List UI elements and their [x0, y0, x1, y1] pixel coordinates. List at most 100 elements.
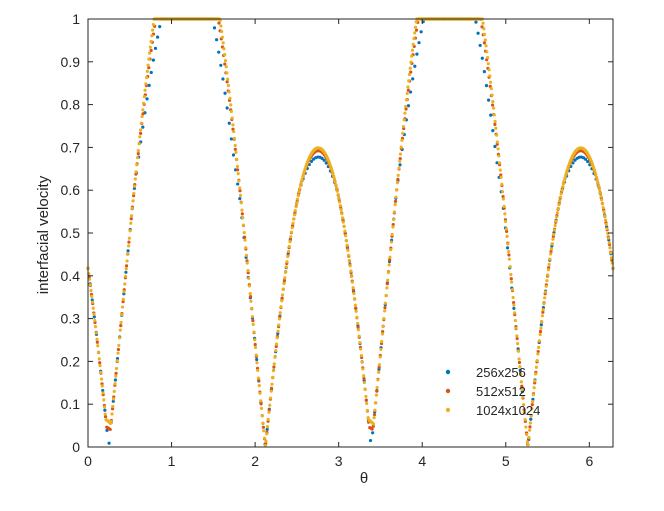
- data-point: [377, 370, 381, 374]
- data-point: [484, 84, 489, 88]
- data-point: [485, 50, 489, 54]
- data-point: [385, 282, 389, 286]
- data-point: [142, 95, 146, 99]
- data-point: [491, 106, 496, 110]
- data-point: [236, 172, 240, 176]
- data-point: [398, 157, 402, 161]
- data-point: [266, 417, 270, 422]
- data-point: [146, 63, 150, 67]
- data-point: [411, 42, 415, 46]
- data-point: [384, 293, 388, 298]
- data-point: [541, 308, 545, 312]
- data-point: [103, 408, 107, 412]
- data-point: [265, 425, 270, 429]
- data-point: [254, 353, 258, 357]
- data-point: [235, 164, 240, 169]
- data-point: [562, 179, 566, 183]
- data-point: [561, 185, 565, 189]
- data-point: [374, 393, 379, 397]
- data-point: [413, 31, 417, 35]
- data-point: [124, 270, 128, 274]
- data-point: [413, 64, 417, 68]
- data-point: [519, 380, 523, 384]
- data-point: [128, 229, 132, 233]
- data-point: [109, 419, 113, 424]
- data-point: [219, 24, 223, 28]
- data-point: [337, 196, 341, 200]
- data-point: [221, 41, 225, 45]
- data-point: [528, 421, 532, 425]
- data-point: [600, 202, 605, 206]
- data-point: [497, 161, 502, 165]
- data-point: [149, 48, 153, 53]
- data-point: [217, 50, 221, 54]
- data-point: [225, 80, 229, 84]
- data-point: [404, 104, 408, 109]
- data-point: [593, 170, 597, 174]
- data-point: [232, 130, 236, 134]
- data-point: [353, 303, 357, 307]
- data-point: [149, 70, 153, 75]
- data-point: [124, 264, 129, 268]
- data-point: [101, 391, 105, 395]
- data-point: [563, 176, 567, 180]
- data-point: [364, 394, 368, 399]
- data-point: [520, 384, 524, 388]
- data-point: [558, 195, 563, 199]
- data-point: [511, 295, 515, 300]
- x-tick-label: 0: [84, 453, 92, 469]
- data-point: [482, 70, 486, 74]
- data-point: [372, 413, 377, 417]
- data-point: [382, 316, 386, 321]
- data-point: [607, 241, 611, 245]
- data-point: [532, 386, 536, 390]
- data-point: [528, 425, 532, 429]
- data-point: [261, 421, 265, 425]
- data-point: [141, 101, 146, 105]
- data-point: [147, 57, 151, 61]
- data-point: [348, 264, 352, 268]
- data-point: [97, 357, 101, 361]
- data-point: [398, 159, 402, 163]
- data-point: [355, 315, 359, 319]
- y-tick-label: 1: [72, 11, 80, 27]
- data-point: [238, 193, 243, 197]
- data-point: [286, 249, 291, 254]
- data-point: [225, 106, 229, 110]
- data-point: [119, 324, 123, 328]
- data-point: [554, 219, 558, 223]
- data-point: [551, 237, 555, 241]
- data-point: [501, 194, 505, 199]
- data-point: [135, 163, 139, 167]
- data-point: [270, 382, 274, 386]
- data-point: [117, 336, 122, 340]
- data-point: [294, 205, 298, 209]
- data-point: [495, 161, 499, 165]
- data-point: [606, 236, 611, 240]
- data-point: [347, 258, 351, 263]
- data-point: [410, 48, 415, 52]
- data-point: [151, 22, 155, 27]
- legend-label: 1024x1024: [476, 403, 540, 418]
- data-point: [87, 277, 92, 281]
- data-point: [110, 407, 115, 411]
- data-point: [599, 194, 603, 198]
- data-point: [410, 54, 414, 58]
- data-point: [129, 214, 134, 218]
- data-point: [507, 253, 511, 257]
- plot-background: [88, 19, 613, 447]
- data-point: [547, 262, 551, 266]
- y-tick-label: 0: [72, 439, 80, 455]
- data-point: [350, 274, 354, 279]
- axes-layer: 0 1 2 3 4 5 6 0 0.1 0.2 0.3 0.4 0.5 0.6 0.7 0.8 0.9 1: [61, 11, 614, 469]
- data-point: [276, 329, 280, 333]
- data-point: [386, 278, 390, 282]
- data-point: [215, 38, 219, 42]
- data-point: [226, 77, 230, 81]
- data-point: [151, 58, 155, 62]
- data-point: [147, 83, 151, 88]
- data-point: [537, 345, 541, 349]
- data-point: [252, 330, 256, 334]
- data-point: [158, 25, 162, 29]
- data-point: [279, 305, 283, 309]
